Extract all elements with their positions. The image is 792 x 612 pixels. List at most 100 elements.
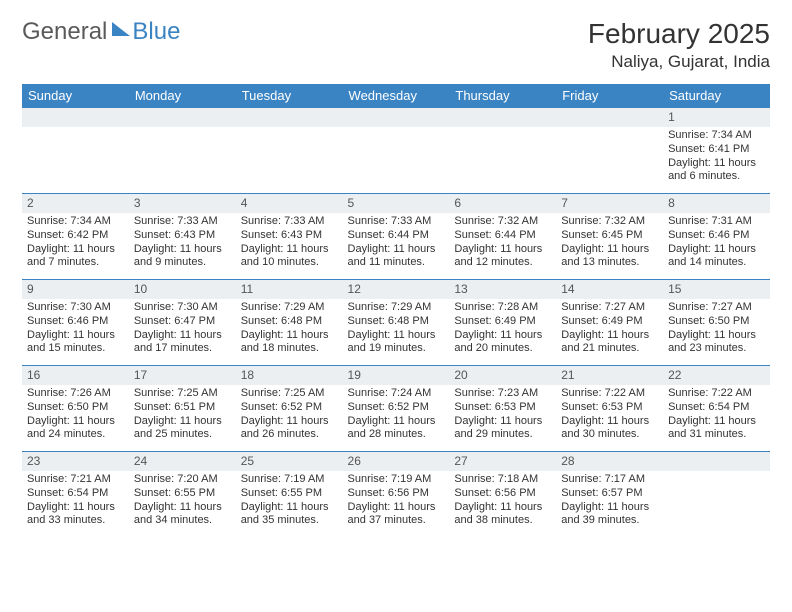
daylight-text: Daylight: 11 hours and 29 minutes. [454,415,551,443]
sunrise-text: Sunrise: 7:26 AM [27,387,124,401]
sunrise-text: Sunrise: 7:19 AM [348,473,445,487]
weekday-header: Wednesday [343,84,450,108]
day-details: Sunrise: 7:26 AMSunset: 6:50 PMDaylight:… [22,385,129,446]
day-number: 23 [22,452,129,471]
sunrise-text: Sunrise: 7:24 AM [348,387,445,401]
sunrise-text: Sunrise: 7:25 AM [241,387,338,401]
daylight-text: Daylight: 11 hours and 23 minutes. [668,329,765,357]
location: Naliya, Gujarat, India [588,52,770,72]
daylight-text: Daylight: 11 hours and 9 minutes. [134,243,231,271]
day-number: 10 [129,280,236,299]
day-number-empty [129,108,236,127]
sunset-text: Sunset: 6:55 PM [241,487,338,501]
day-number-empty [236,108,343,127]
logo-text-1: General [22,18,107,46]
sunrise-text: Sunrise: 7:19 AM [241,473,338,487]
calendar-cell: 15Sunrise: 7:27 AMSunset: 6:50 PMDayligh… [663,280,770,366]
sunrise-text: Sunrise: 7:32 AM [454,215,551,229]
day-details: Sunrise: 7:25 AMSunset: 6:51 PMDaylight:… [129,385,236,446]
calendar-cell: 19 Sunrise: 7:24 AMSunset: 6:52 PMDayligh… [343,366,450,452]
calendar-cell: 26Sunrise: 7:19 AMSunset: 6:56 PMDayligh… [343,452,450,538]
day-number: 7 [556,194,663,213]
day-number: 8 [663,194,770,213]
title-block: February 2025 Naliya, Gujarat, India [588,18,770,72]
calendar-cell: 13Sunrise: 7:28 AMSunset: 6:49 PMDayligh… [449,280,556,366]
sunset-text: Sunset: 6:51 PM [134,401,231,415]
day-details: Sunrise: 7:30 AMSunset: 6:47 PMDaylight:… [129,299,236,360]
weekday-header-row: SundayMondayTuesdayWednesdayThursdayFrid… [22,84,770,108]
calendar-cell: 28Sunrise: 7:17 AMSunset: 6:57 PMDayligh… [556,452,663,538]
day-number-empty [449,108,556,127]
calendar-cell: 12Sunrise: 7:29 AMSunset: 6:48 PMDayligh… [343,280,450,366]
sunrise-text: Sunrise: 7:33 AM [348,215,445,229]
sunrise-text: Sunrise: 7:17 AM [561,473,658,487]
day-details: Sunrise: 7:33 AMSunset: 6:43 PMDaylight:… [236,213,343,274]
calendar-cell: 22Sunrise: 7:22 AMSunset: 6:54 PMDayligh… [663,366,770,452]
sunset-text: Sunset: 6:42 PM [27,229,124,243]
day-number: 19 [343,366,450,385]
sunset-text: Sunset: 6:47 PM [134,315,231,329]
sunset-text: Sunset: 6:44 PM [454,229,551,243]
sunset-text: Sunset: 6:48 PM [241,315,338,329]
calendar-cell [343,108,450,194]
sunset-text: Sunset: 6:41 PM [668,143,765,157]
sunrise-text: Sunrise: 7:30 AM [27,301,124,315]
sunset-text: Sunset: 6:46 PM [668,229,765,243]
daylight-text: Daylight: 11 hours and 28 minutes. [348,415,445,443]
daylight-text: Daylight: 11 hours and 25 minutes. [134,415,231,443]
calendar-cell: 7Sunrise: 7:32 AMSunset: 6:45 PMDaylight… [556,194,663,280]
sunset-text: Sunset: 6:56 PM [348,487,445,501]
day-number: 28 [556,452,663,471]
calendar-cell: 24Sunrise: 7:20 AMSunset: 6:55 PMDayligh… [129,452,236,538]
sunrise-text: Sunrise: 7:33 AM [134,215,231,229]
day-number: 11 [236,280,343,299]
daylight-text: Daylight: 11 hours and 6 minutes. [668,157,765,185]
day-details: Sunrise: 7:18 AMSunset: 6:56 PMDaylight:… [449,471,556,532]
daylight-text: Daylight: 11 hours and 35 minutes. [241,501,338,529]
day-number: 17 [129,366,236,385]
day-details: Sunrise: 7:27 AMSunset: 6:49 PMDaylight:… [556,299,663,360]
sunrise-text: Sunrise: 7:20 AM [134,473,231,487]
daylight-text: Daylight: 11 hours and 11 minutes. [348,243,445,271]
day-number: 2 [22,194,129,213]
weekday-header: Saturday [663,84,770,108]
day-details: Sunrise: 7:28 AMSunset: 6:49 PMDaylight:… [449,299,556,360]
sunrise-text: Sunrise: 7:33 AM [241,215,338,229]
day-number: 26 [343,452,450,471]
day-details: Sunrise: 7:30 AMSunset: 6:46 PMDaylight:… [22,299,129,360]
sunrise-text: Sunrise: 7:29 AM [241,301,338,315]
sunrise-text: Sunrise: 7:34 AM [668,129,765,143]
sunrise-text: Sunrise: 7:28 AM [454,301,551,315]
sunset-text: Sunset: 6:43 PM [241,229,338,243]
calendar-cell: 4Sunrise: 7:33 AMSunset: 6:43 PMDaylight… [236,194,343,280]
calendar-cell: 10Sunrise: 7:30 AMSunset: 6:47 PMDayligh… [129,280,236,366]
day-number: 21 [556,366,663,385]
logo-triangle-icon [112,22,130,36]
sunrise-text: Sunrise: 7:30 AM [134,301,231,315]
calendar-cell: 9Sunrise: 7:30 AMSunset: 6:46 PMDaylight… [22,280,129,366]
sunset-text: Sunset: 6:48 PM [348,315,445,329]
day-number: 9 [22,280,129,299]
daylight-text: Daylight: 11 hours and 18 minutes. [241,329,338,357]
sunset-text: Sunset: 6:45 PM [561,229,658,243]
calendar-cell [663,452,770,538]
sunrise-text: Sunrise: 7:22 AM [668,387,765,401]
sunrise-text: Sunrise: 7:32 AM [561,215,658,229]
sunset-text: Sunset: 6:49 PM [561,315,658,329]
day-number: 27 [449,452,556,471]
logo-text-2: Blue [132,18,180,46]
sunset-text: Sunset: 6:54 PM [668,401,765,415]
calendar-cell: 11Sunrise: 7:29 AMSunset: 6:48 PMDayligh… [236,280,343,366]
day-number-empty [663,452,770,471]
sunrise-text: Sunrise: 7:29 AM [348,301,445,315]
header: General Blue February 2025 Naliya, Gujar… [22,18,770,72]
day-details: Sunrise: 7:29 AMSunset: 6:48 PMDaylight:… [236,299,343,360]
day-number: 24 [129,452,236,471]
day-details: Sunrise: 7:19 AMSunset: 6:55 PMDaylight:… [236,471,343,532]
calendar-cell: 3Sunrise: 7:33 AMSunset: 6:43 PMDaylight… [129,194,236,280]
sunset-text: Sunset: 6:49 PM [454,315,551,329]
day-details: Sunrise: 7:29 AMSunset: 6:48 PMDaylight:… [343,299,450,360]
sunset-text: Sunset: 6:50 PM [668,315,765,329]
calendar-cell: 1Sunrise: 7:34 AMSunset: 6:41 PMDaylight… [663,108,770,194]
sunset-text: Sunset: 6:52 PM [348,401,445,415]
